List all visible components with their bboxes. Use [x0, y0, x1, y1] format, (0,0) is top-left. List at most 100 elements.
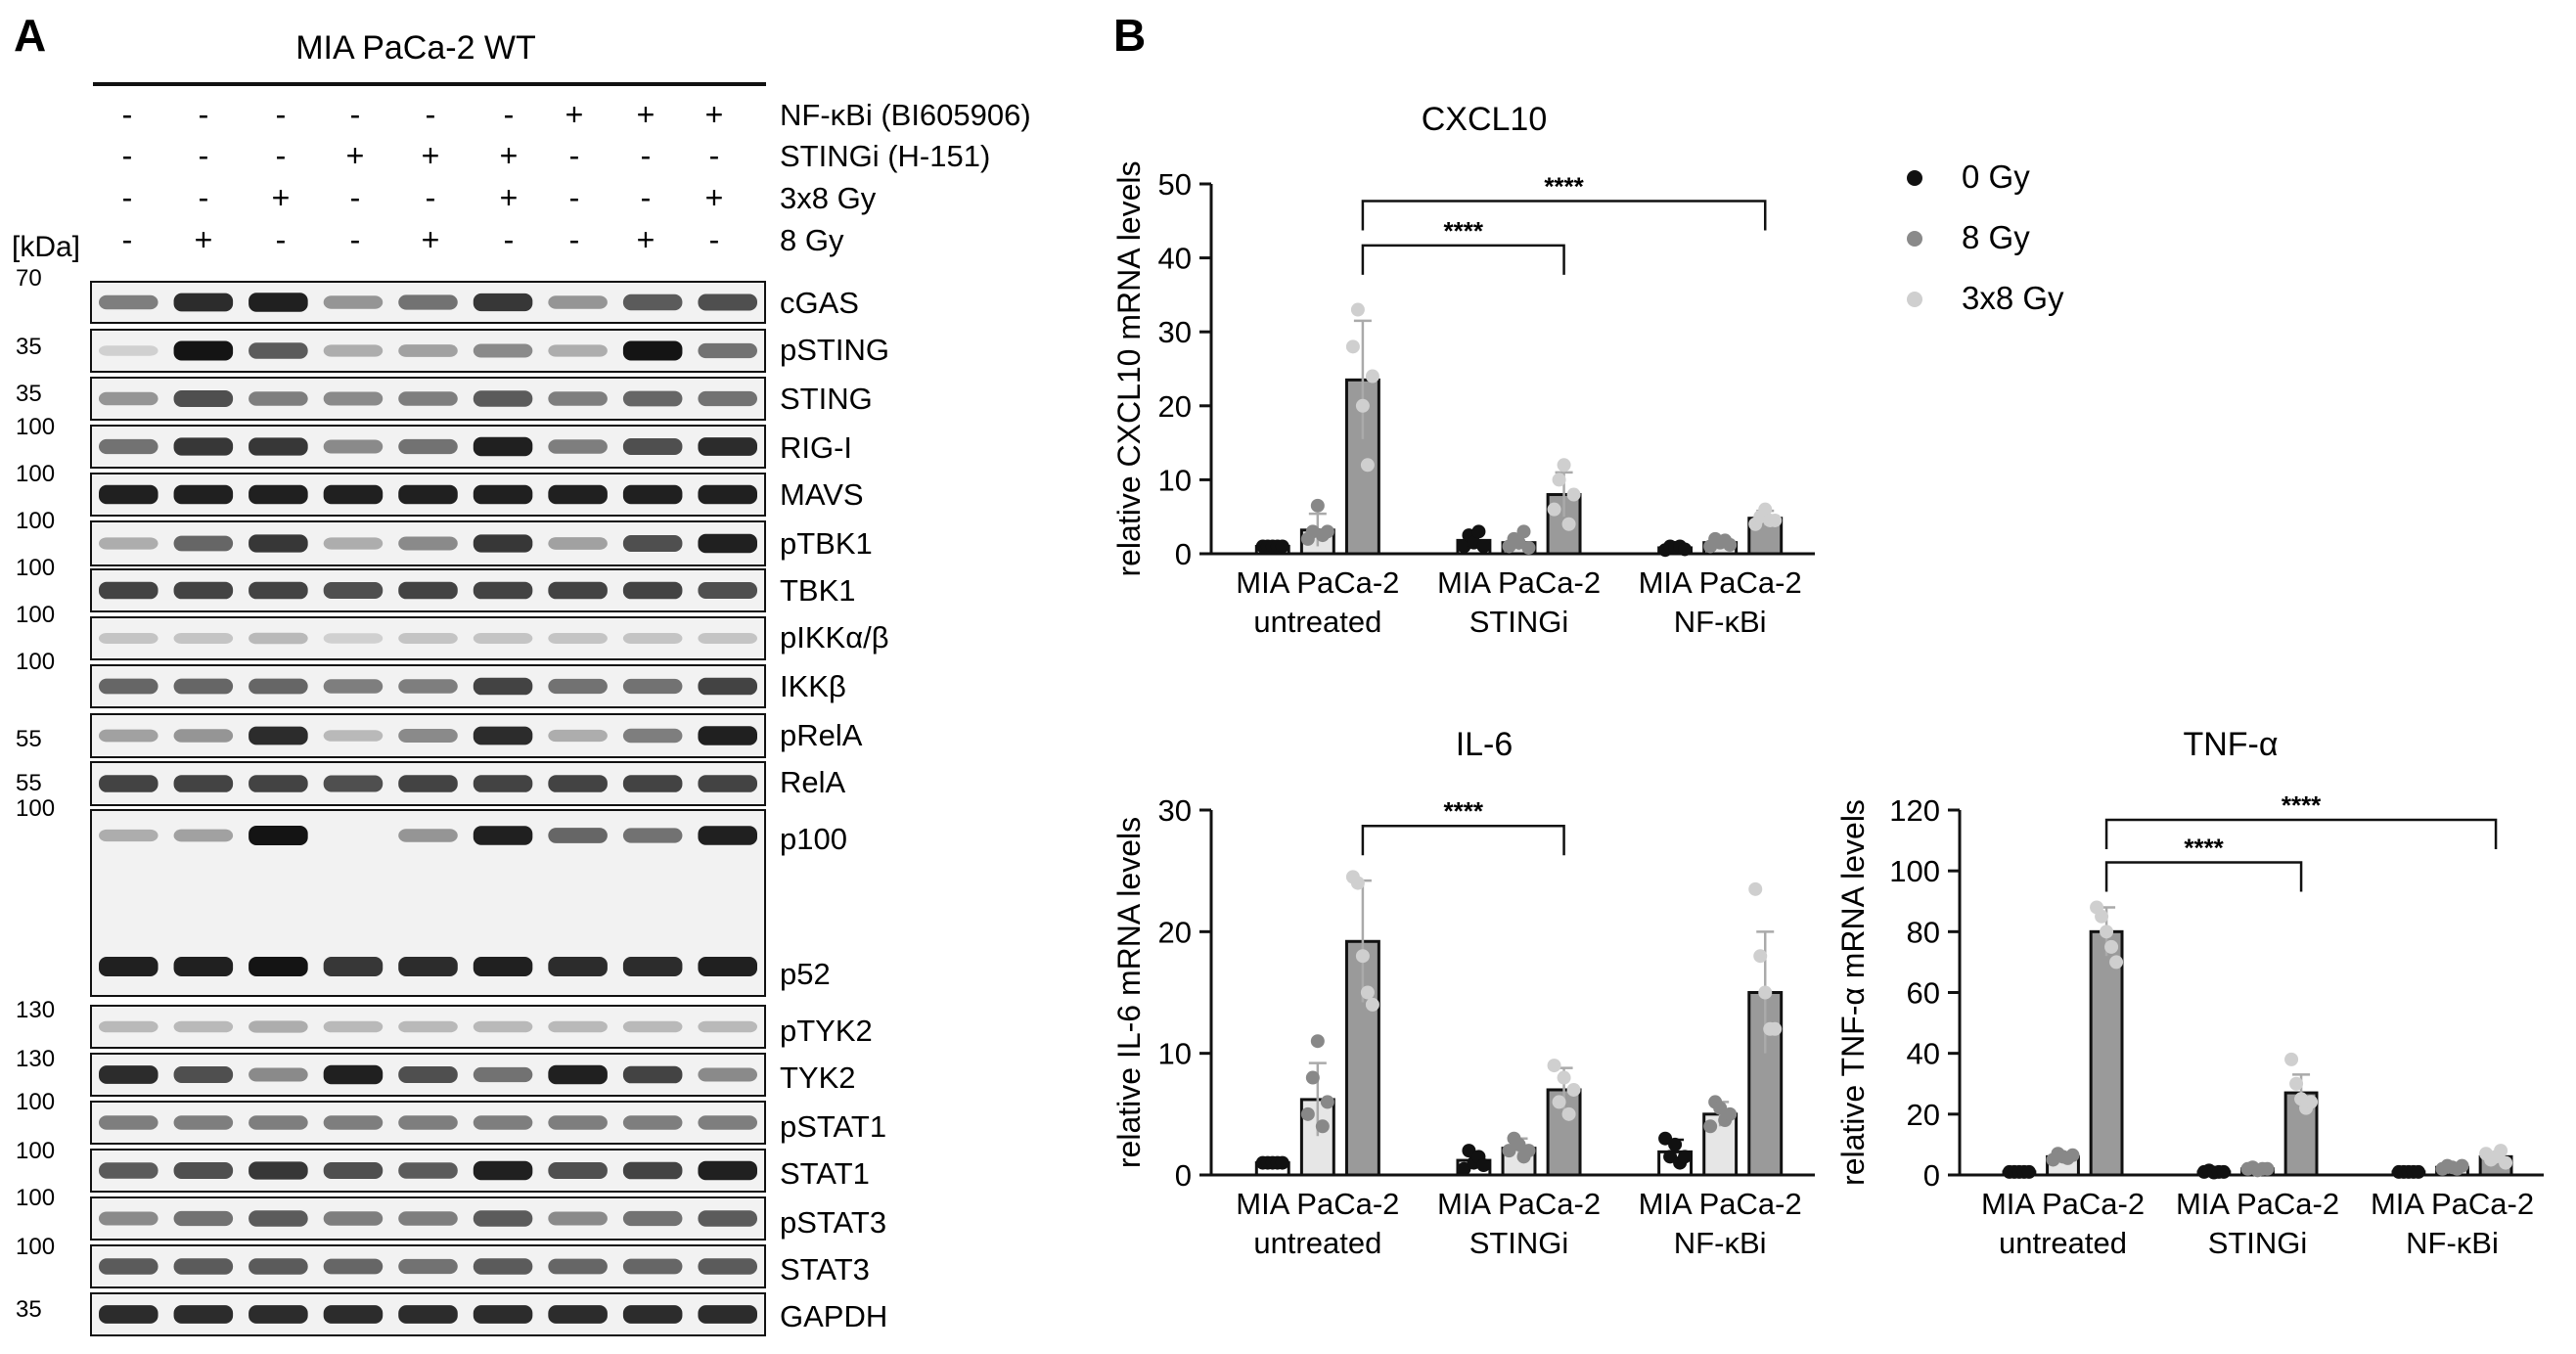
treatment-sign: -: [569, 138, 580, 173]
data-point: [2445, 1160, 2460, 1175]
significance-bracket: [2104, 861, 2303, 892]
bar: [1657, 1150, 1694, 1177]
data-point: [1668, 1137, 1683, 1151]
data-point: [2060, 1151, 2075, 1165]
treatment-sign: -: [199, 97, 209, 132]
treatment-sign: +: [637, 97, 655, 132]
blot-band: [249, 957, 308, 976]
y-axis-label: relative CXCL10 mRNA levels: [1111, 160, 1147, 576]
blot-band: [622, 438, 683, 455]
blot-band: [173, 729, 234, 743]
y-tick-label: 60: [1907, 976, 1940, 1011]
data-point: [1557, 1070, 1571, 1085]
blot-band: [323, 484, 384, 505]
kda-label: [kDa]: [12, 231, 80, 263]
treatment-sign: -: [122, 180, 133, 215]
blot-ptbk1: 100 pTBK1: [16, 508, 873, 566]
data-point: [2250, 1163, 2265, 1178]
data-point: [1365, 369, 1379, 384]
blot-band: [323, 582, 384, 599]
y-tick-label: 0: [1923, 1158, 1940, 1193]
protein-label: MAVS: [780, 477, 864, 512]
treatment-sign: +: [705, 97, 724, 132]
blot-band: [698, 1210, 757, 1227]
blot-band: [698, 826, 757, 845]
data-point: [1658, 543, 1673, 558]
blot-band: [698, 677, 757, 696]
treatment-sign: -: [276, 222, 287, 257]
data-point: [2406, 1164, 2420, 1179]
blot-band: [323, 1258, 384, 1275]
blot-band: [99, 537, 158, 550]
data-point: [1561, 517, 1576, 531]
data-point: [1668, 540, 1683, 555]
data-point: [1260, 1155, 1275, 1170]
blot-band: [249, 678, 308, 695]
data-point: [2401, 1164, 2416, 1179]
blot-band: [398, 391, 458, 406]
data-point: [1300, 1106, 1315, 1121]
protein-label: STAT3: [780, 1252, 870, 1286]
y-tick-label: 40: [1158, 242, 1192, 276]
blot-band: [323, 439, 384, 454]
blot-band: [548, 729, 608, 743]
blot-band: [249, 1020, 308, 1033]
data-point: [1723, 1106, 1738, 1121]
protein-label: p100: [780, 822, 847, 856]
data-point: [2255, 1161, 2270, 1176]
data-point: [2104, 939, 2119, 954]
treatment-sign: -: [641, 138, 652, 173]
blot-band: [173, 484, 234, 505]
blot-band: [99, 1115, 158, 1130]
blot-band: [398, 536, 458, 551]
blot-band: [249, 1305, 308, 1324]
data-point: [2056, 1150, 2070, 1164]
kda-marker: 100: [16, 461, 55, 487]
blot-band: [622, 581, 683, 600]
blot-band: [249, 437, 308, 456]
blot-stack: 70 cGAS 35 pSTING 35 STING 100 RIG-I 100 MAVS 100 p…: [16, 265, 889, 1336]
blot-stat3: 100 STAT3: [16, 1234, 870, 1288]
bar: [1546, 1088, 1582, 1177]
blot-band: [548, 439, 608, 454]
blot-band: [249, 726, 308, 745]
data-point: [1561, 1106, 1576, 1121]
blot-cgas: 70 cGAS: [16, 265, 859, 324]
data-point: [2046, 1152, 2060, 1167]
data-point: [1365, 997, 1379, 1012]
treatment-sign: +: [272, 180, 291, 215]
bar: [2089, 929, 2124, 1177]
blot-band: [173, 1305, 234, 1324]
blot-band: [249, 342, 308, 359]
y-tick-label: 20: [1158, 915, 1192, 949]
group-label: MIA PaCa-2: [2176, 1187, 2339, 1221]
protein-label: pSTAT1: [780, 1109, 886, 1144]
blot-band: [473, 343, 533, 358]
chart-0: CXCL10 0 10 20 30 40 50 relative CXCL10 mRNA le…: [1111, 101, 1815, 639]
data-point: [1678, 1150, 1693, 1164]
data-point: [1748, 517, 1763, 531]
western-blot-panel: A MIA PaCa-2 WT [kDa] - - - - - - + + + NF-κBi (B…: [12, 10, 1031, 1336]
blot-band: [622, 484, 683, 505]
data-point: [2435, 1161, 2450, 1176]
data-point: [1703, 1119, 1718, 1134]
blot-pikk-: 100 pIKKα/β: [16, 602, 889, 660]
protein-label: STING: [780, 382, 873, 416]
blot-band: [323, 295, 384, 309]
data-point: [1305, 1070, 1320, 1085]
chart-title: TNF-α: [2183, 726, 2278, 763]
treatment-sign: +: [422, 138, 440, 173]
data-point: [2065, 1148, 2080, 1162]
group-sublabel: NF-κBi: [1674, 1226, 1767, 1260]
blot-band: [698, 437, 757, 456]
treatment-sign: -: [276, 138, 287, 173]
data-point: [1678, 542, 1693, 557]
protein-label: RelA: [780, 765, 846, 799]
treatment-sign: -: [426, 180, 436, 215]
treatment-label: NF-κBi (BI605906): [780, 98, 1031, 132]
data-point: [1457, 1161, 1471, 1176]
chart-2: TNF-α 0 20 40 60 80 100 120 relative TNF-α mRNA …: [1835, 726, 2544, 1260]
data-point: [1275, 539, 1289, 554]
blot-stat1: 100 STAT1: [16, 1138, 870, 1193]
blot-psting: 35 pSTING: [16, 329, 889, 373]
